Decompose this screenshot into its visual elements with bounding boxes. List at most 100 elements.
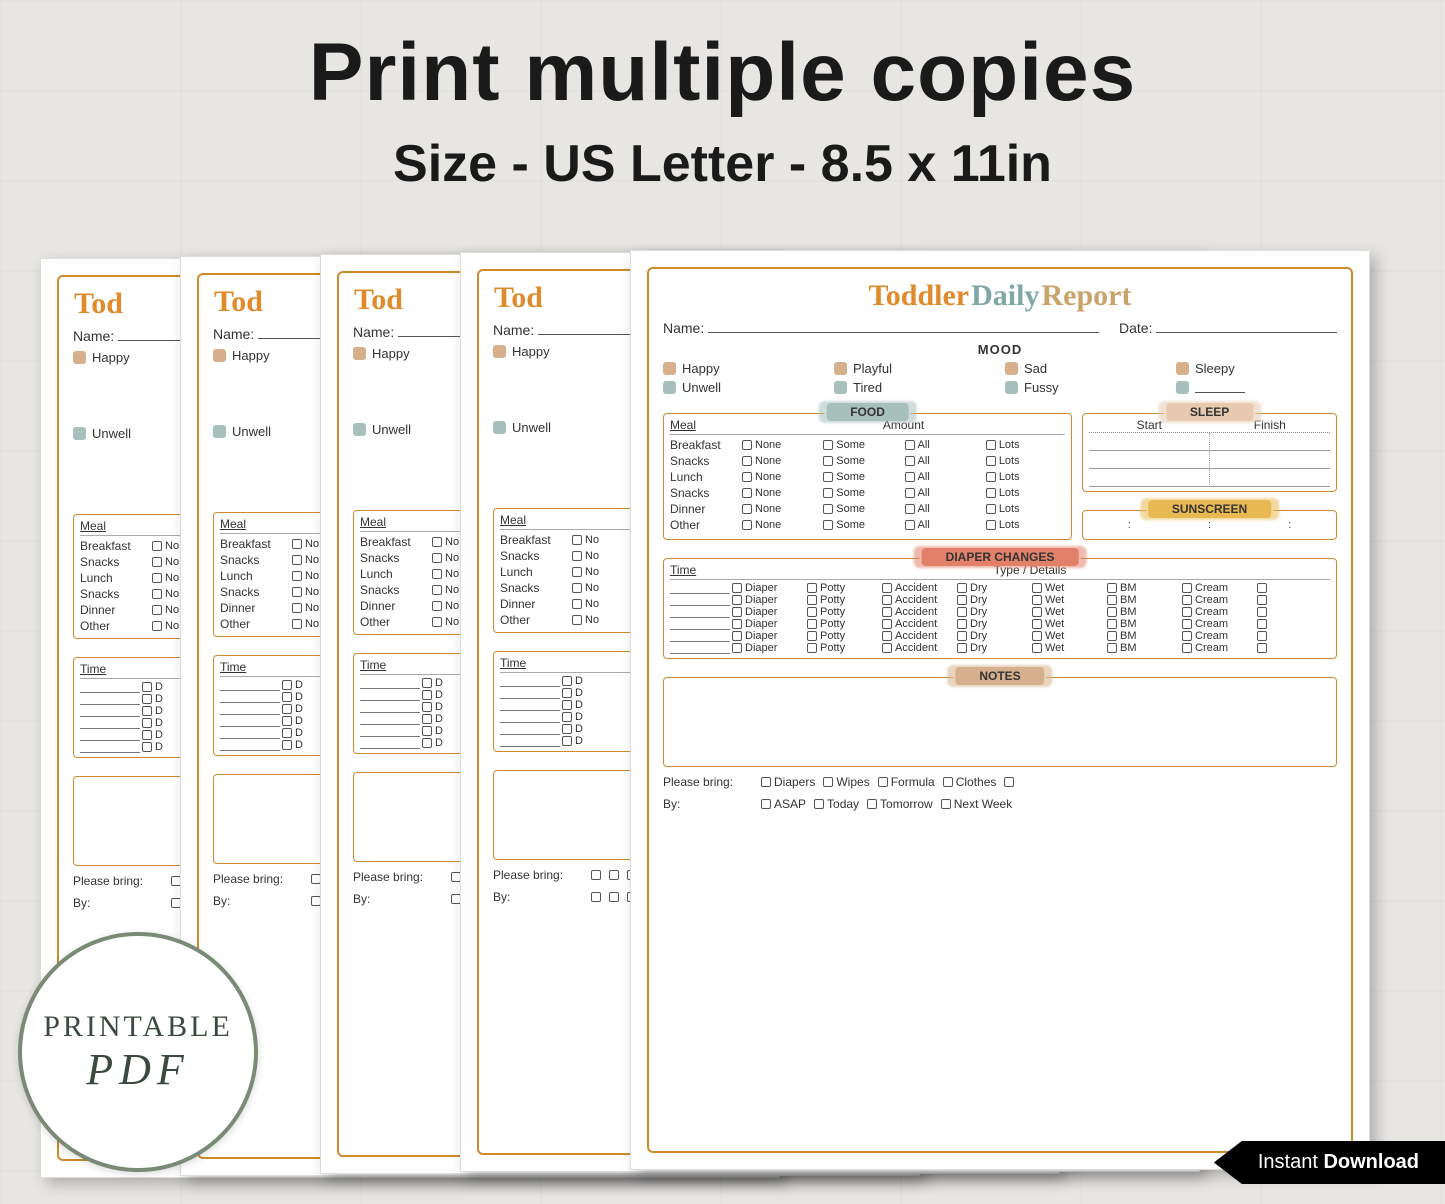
bring-option-checkbox[interactable] — [609, 870, 619, 880]
mood-checkbox[interactable] — [834, 381, 847, 394]
diaper-option-checkbox[interactable]: Accident — [882, 618, 955, 630]
bring-option-checkbox[interactable]: Diapers — [761, 775, 815, 789]
food-amount-checkbox[interactable]: All — [905, 439, 984, 451]
mood-checkbox[interactable] — [353, 423, 366, 436]
mood-checkbox[interactable] — [1005, 381, 1018, 394]
diaper-option-checkbox[interactable]: Accident — [882, 606, 955, 618]
diaper-option-checkbox[interactable]: Dry — [957, 630, 1030, 642]
by-option-checkbox[interactable]: Tomorrow — [867, 797, 933, 811]
food-amount-checkbox[interactable]: None — [742, 519, 821, 531]
diaper-option-checkbox[interactable] — [1257, 619, 1330, 629]
mood-item[interactable]: Playful — [834, 361, 995, 376]
diaper-option-checkbox[interactable]: Dry — [957, 642, 1030, 654]
diaper-option-checkbox[interactable]: Cream — [1182, 630, 1255, 642]
diaper-option-checkbox[interactable]: Accident — [882, 594, 955, 606]
diaper-option-checkbox[interactable]: Potty — [807, 606, 880, 618]
diaper-option-checkbox[interactable]: BM — [1107, 594, 1180, 606]
diaper-option-checkbox[interactable] — [1257, 583, 1330, 593]
diaper-option-checkbox[interactable]: Potty — [807, 618, 880, 630]
diaper-option-checkbox[interactable]: Potty — [807, 594, 880, 606]
food-amount-checkbox[interactable]: None — [742, 503, 821, 515]
food-amount-checkbox[interactable]: All — [905, 471, 984, 483]
food-amount-checkbox[interactable]: Some — [823, 519, 902, 531]
mood-checkbox[interactable] — [1005, 362, 1018, 375]
mood-item[interactable]: Fussy — [1005, 380, 1166, 395]
mood-checkbox[interactable] — [493, 345, 506, 358]
diaper-option-checkbox[interactable]: Cream — [1182, 618, 1255, 630]
food-amount-checkbox[interactable]: Lots — [986, 519, 1065, 531]
food-amount-checkbox[interactable]: Some — [823, 487, 902, 499]
mood-checkbox[interactable] — [834, 362, 847, 375]
food-amount-checkbox[interactable]: None — [742, 471, 821, 483]
mood-item[interactable] — [1176, 380, 1337, 395]
mood-checkbox[interactable] — [73, 427, 86, 440]
food-amount-checkbox[interactable]: Lots — [986, 439, 1065, 451]
diaper-option-checkbox[interactable]: Diaper — [732, 582, 805, 594]
diaper-option-checkbox[interactable]: Dry — [957, 582, 1030, 594]
diaper-option-checkbox[interactable]: Dry — [957, 594, 1030, 606]
mood-item[interactable]: Unwell — [663, 380, 824, 395]
diaper-option-checkbox[interactable] — [1257, 595, 1330, 605]
mood-checkbox[interactable] — [213, 349, 226, 362]
mood-checkbox[interactable] — [353, 347, 366, 360]
mood-checkbox[interactable] — [493, 421, 506, 434]
diaper-option-checkbox[interactable]: Wet — [1032, 630, 1105, 642]
mood-checkbox[interactable] — [213, 425, 226, 438]
bring-option-checkbox[interactable] — [1004, 777, 1014, 787]
diaper-option-checkbox[interactable]: Wet — [1032, 582, 1105, 594]
food-amount-checkbox[interactable]: Some — [823, 471, 902, 483]
mood-checkbox[interactable] — [1176, 362, 1189, 375]
food-amount-checkbox[interactable]: Some — [823, 455, 902, 467]
food-amount-checkbox[interactable]: None — [742, 439, 821, 451]
diaper-option-checkbox[interactable]: Diaper — [732, 642, 805, 654]
food-amount-checkbox[interactable]: Lots — [986, 455, 1065, 467]
diaper-option-checkbox[interactable]: Wet — [1032, 606, 1105, 618]
diaper-option-checkbox[interactable]: D — [562, 711, 635, 723]
by-option-checkbox[interactable]: Today — [814, 797, 859, 811]
diaper-option-checkbox[interactable]: Potty — [807, 582, 880, 594]
diaper-option-checkbox[interactable]: Cream — [1182, 594, 1255, 606]
by-option-checkbox[interactable]: ASAP — [761, 797, 806, 811]
diaper-option-checkbox[interactable] — [1257, 607, 1330, 617]
diaper-option-checkbox[interactable]: Dry — [957, 606, 1030, 618]
diaper-option-checkbox[interactable]: BM — [1107, 642, 1180, 654]
diaper-option-checkbox[interactable]: D — [562, 699, 635, 711]
diaper-option-checkbox[interactable]: Potty — [807, 630, 880, 642]
food-amount-checkbox[interactable]: Lots — [986, 503, 1065, 515]
diaper-option-checkbox[interactable]: Accident — [882, 642, 955, 654]
diaper-option-checkbox[interactable]: BM — [1107, 606, 1180, 618]
food-amount-checkbox[interactable]: All — [905, 503, 984, 515]
bring-option-checkbox[interactable] — [591, 870, 601, 880]
diaper-option-checkbox[interactable]: D — [562, 687, 635, 699]
diaper-option-checkbox[interactable]: Potty — [807, 642, 880, 654]
diaper-option-checkbox[interactable]: Wet — [1032, 618, 1105, 630]
diaper-option-checkbox[interactable]: Cream — [1182, 606, 1255, 618]
food-amount-checkbox[interactable]: Lots — [986, 471, 1065, 483]
diaper-option-checkbox[interactable]: Accident — [882, 582, 955, 594]
food-amount-checkbox[interactable]: None — [742, 487, 821, 499]
mood-item[interactable]: Sad — [1005, 361, 1166, 376]
bring-option-checkbox[interactable]: Wipes — [823, 775, 869, 789]
diaper-option-checkbox[interactable]: Accident — [882, 630, 955, 642]
diaper-option-checkbox[interactable]: Cream — [1182, 642, 1255, 654]
food-amount-checkbox[interactable]: All — [905, 487, 984, 499]
diaper-option-checkbox[interactable]: Diaper — [732, 618, 805, 630]
food-amount-checkbox[interactable]: Some — [823, 439, 902, 451]
diaper-option-checkbox[interactable]: Diaper — [732, 606, 805, 618]
diaper-option-checkbox[interactable]: Diaper — [732, 594, 805, 606]
food-amount-checkbox[interactable]: All — [905, 455, 984, 467]
diaper-option-checkbox[interactable] — [1257, 631, 1330, 641]
diaper-option-checkbox[interactable]: D — [562, 675, 635, 687]
diaper-option-checkbox[interactable]: BM — [1107, 630, 1180, 642]
diaper-option-checkbox[interactable] — [1257, 643, 1330, 653]
by-option-checkbox[interactable]: Next Week — [941, 797, 1012, 811]
food-amount-checkbox[interactable]: Lots — [986, 487, 1065, 499]
diaper-option-checkbox[interactable]: Dry — [957, 618, 1030, 630]
mood-checkbox[interactable] — [663, 362, 676, 375]
bring-option-checkbox[interactable]: Clothes — [943, 775, 997, 789]
diaper-option-checkbox[interactable]: Cream — [1182, 582, 1255, 594]
bring-option-checkbox[interactable]: Formula — [878, 775, 935, 789]
diaper-option-checkbox[interactable]: D — [562, 735, 635, 747]
food-amount-checkbox[interactable]: All — [905, 519, 984, 531]
mood-checkbox[interactable] — [663, 381, 676, 394]
